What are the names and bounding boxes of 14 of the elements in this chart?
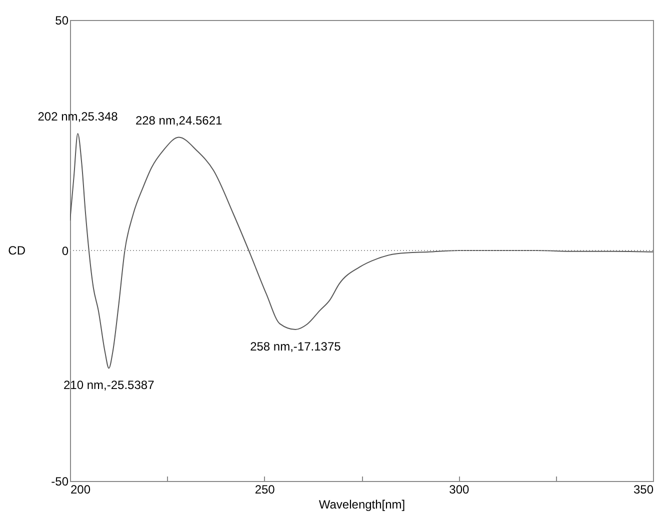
y-tick-label: 0 [62,244,69,258]
line-series [70,133,653,369]
y-axis-title: CD [8,244,26,258]
annotation: 202 nm,25.348 [38,110,118,124]
x-axis-title: Wavelength[nm] [318,498,406,512]
annotation: 258 nm,-17.1375 [250,340,342,354]
x-tick-label: 300 [449,482,470,496]
x-tick-label: 250 [254,482,276,496]
annotation: 228 nm,24.5621 [135,113,223,128]
y-tick-label: -50 [51,474,69,488]
y-tick-label: 50 [55,14,69,28]
annotation: 210 nm,-25.5387 [64,378,155,392]
x-tick-label: 200 [70,482,91,496]
x-tick-label: 350 [633,482,654,496]
